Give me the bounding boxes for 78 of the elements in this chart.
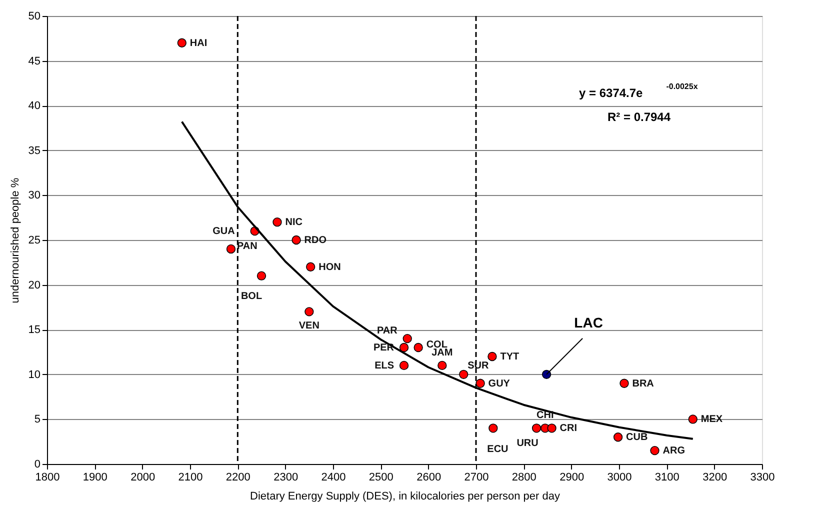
point	[620, 378, 629, 388]
annotation: BRA	[632, 378, 654, 390]
annotation: BOL	[240, 290, 262, 302]
point	[688, 414, 698, 424]
point	[488, 424, 498, 433]
point	[650, 446, 660, 456]
y-tick-label: 15	[28, 324, 40, 336]
point	[177, 38, 186, 48]
point	[488, 352, 497, 362]
point	[459, 370, 468, 379]
point	[438, 360, 447, 370]
y-tick-label: 35	[28, 144, 40, 157]
point	[399, 360, 409, 370]
annotation: ARG	[662, 446, 686, 457]
y-tick-label: 30	[28, 190, 40, 202]
x-tick-label: 2200	[226, 472, 250, 484]
annotation: MEX	[700, 414, 723, 426]
y-tick-label: 50	[28, 10, 40, 22]
annotation: TYT	[500, 351, 520, 362]
point	[226, 244, 236, 254]
y-tick-label: 25	[28, 234, 40, 246]
annotation: VEN	[298, 320, 320, 332]
annotation: URU	[516, 438, 538, 450]
annotation: SUR	[468, 360, 490, 372]
annotation: RDO	[304, 235, 327, 246]
text: y = 6374.7e-0.0025x	[579, 82, 698, 100]
annotation: LAC	[574, 314, 603, 330]
y-tick-label: 45	[28, 55, 40, 68]
y-tick-label: 0	[34, 458, 40, 470]
x-tick-label: 3300	[750, 472, 775, 484]
annotation: JAM	[432, 347, 453, 358]
annotation: GUA	[212, 226, 235, 238]
annotation: CHI	[536, 410, 554, 422]
annotation: R² = 0.7944	[607, 110, 671, 124]
y-tick-label: 40	[28, 100, 40, 112]
annotation: PAR	[376, 326, 398, 337]
annotation: PAN	[236, 240, 258, 252]
x-tick-label: 2800	[512, 472, 536, 484]
y-axis-title: undernourished people %	[9, 178, 22, 304]
x-tick-label: 2000	[130, 472, 156, 484]
annotation: HON	[318, 262, 341, 273]
point	[547, 424, 556, 433]
x-tick-label: 3200	[702, 472, 728, 484]
x-tick-label: 1900	[82, 472, 108, 484]
point	[532, 424, 542, 433]
y-tick-label: 10	[28, 368, 40, 381]
annotation: CUB	[626, 432, 648, 444]
point	[476, 378, 485, 388]
point	[402, 334, 412, 344]
point	[414, 342, 423, 352]
point	[542, 370, 552, 379]
annotation: ECU	[487, 444, 508, 456]
point	[306, 262, 316, 272]
annotation: GUY	[488, 378, 510, 390]
point	[292, 235, 301, 245]
x-tick-label: 2600	[416, 472, 442, 484]
x-tick-label: 3000	[607, 472, 632, 484]
x-tick-label: 2100	[178, 472, 203, 484]
annotation: ELS	[374, 360, 394, 372]
x-tick-label: 2500	[368, 472, 394, 484]
x-tick-label: 3100	[654, 472, 680, 484]
x-tick-label: 2400	[321, 472, 346, 484]
x-tick-label: 2700	[464, 472, 489, 484]
y-tick-label: 20	[28, 279, 40, 292]
y-tick-label: 5	[34, 414, 40, 426]
annotation: HAI	[190, 38, 208, 49]
point	[613, 432, 623, 442]
x-tick-label: 1800	[35, 472, 60, 484]
point	[272, 218, 282, 227]
point	[304, 307, 314, 316]
x-axis-title: Dietary Energy Supply (DES), in kilocalories per person per day	[250, 490, 560, 502]
annotation: NIC	[285, 217, 302, 228]
point	[399, 342, 409, 352]
point	[256, 271, 266, 280]
x-tick-label: 2900	[560, 472, 584, 484]
x-tick-label: 2300	[274, 472, 298, 484]
annotation: CRI	[560, 423, 578, 434]
annotation: PER	[373, 342, 395, 354]
